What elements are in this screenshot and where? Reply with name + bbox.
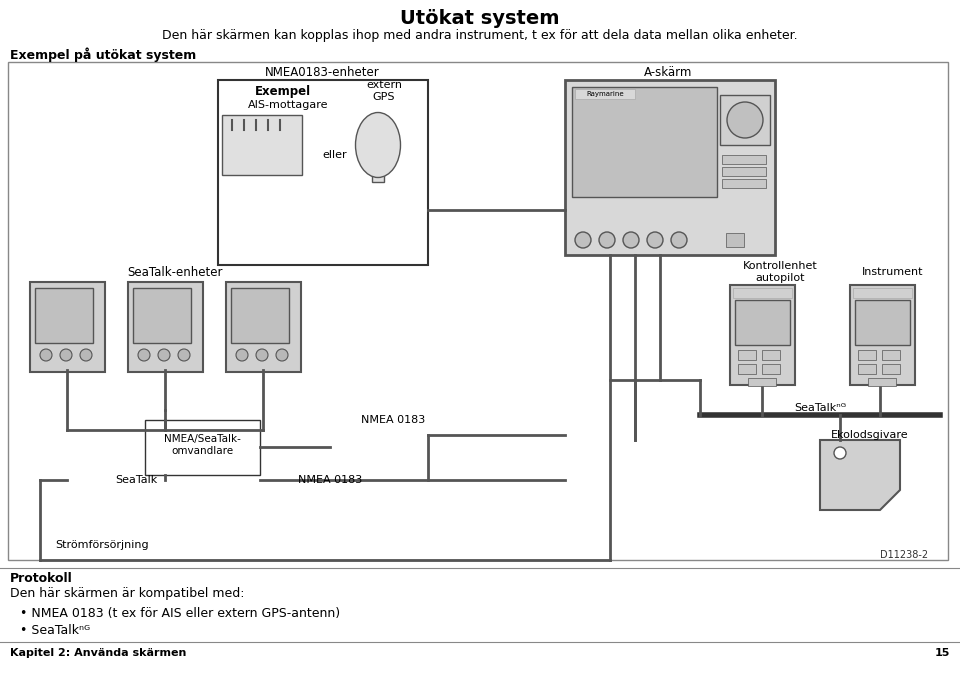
- Text: Utökat system: Utökat system: [400, 8, 560, 28]
- Bar: [8, 62, 948, 560]
- Circle shape: [599, 232, 615, 248]
- Bar: [575, 89, 635, 99]
- Text: SeaTalk-enheter: SeaTalk-enheter: [128, 266, 223, 279]
- Bar: [722, 155, 766, 164]
- Bar: [868, 378, 896, 386]
- Circle shape: [671, 232, 687, 248]
- Bar: [733, 288, 792, 298]
- Bar: [720, 95, 770, 145]
- Circle shape: [236, 349, 248, 361]
- Bar: [882, 364, 900, 374]
- Bar: [572, 87, 717, 197]
- Text: • SeaTalkⁿᴳ: • SeaTalkⁿᴳ: [20, 623, 90, 636]
- Bar: [128, 282, 203, 372]
- Bar: [722, 179, 766, 188]
- Text: D11238-2: D11238-2: [880, 550, 928, 560]
- Bar: [565, 80, 775, 255]
- Bar: [850, 285, 915, 385]
- Text: eller: eller: [323, 150, 348, 160]
- Text: • NMEA 0183 (t ex för AIS eller extern GPS-antenn): • NMEA 0183 (t ex för AIS eller extern G…: [20, 607, 340, 619]
- Text: Ekolodsgivare: Ekolodsgivare: [831, 430, 909, 440]
- Circle shape: [158, 349, 170, 361]
- Bar: [858, 364, 876, 374]
- Bar: [853, 288, 912, 298]
- Circle shape: [256, 349, 268, 361]
- Bar: [372, 170, 384, 182]
- Text: Kapitel 2: Använda skärmen: Kapitel 2: Använda skärmen: [10, 648, 186, 658]
- Bar: [762, 364, 780, 374]
- Text: NMEA 0183: NMEA 0183: [361, 415, 425, 425]
- Text: Kontrollenhet
autopilot: Kontrollenhet autopilot: [743, 261, 817, 283]
- Text: NMEA/SeaTalk-
omvandlare: NMEA/SeaTalk- omvandlare: [163, 434, 240, 456]
- Bar: [855, 300, 910, 345]
- Text: Protokoll: Protokoll: [10, 572, 73, 585]
- Text: Den här skärmen är kompatibel med:: Den här skärmen är kompatibel med:: [10, 588, 245, 601]
- Text: 15: 15: [935, 648, 950, 658]
- Circle shape: [40, 349, 52, 361]
- Bar: [30, 282, 105, 372]
- Circle shape: [80, 349, 92, 361]
- Text: NMEA 0183: NMEA 0183: [298, 475, 362, 485]
- Bar: [735, 300, 790, 345]
- Bar: [762, 350, 780, 360]
- Circle shape: [178, 349, 190, 361]
- Ellipse shape: [355, 113, 400, 178]
- Text: AIS-mottagare: AIS-mottagare: [248, 100, 328, 110]
- Bar: [222, 115, 302, 175]
- Circle shape: [138, 349, 150, 361]
- Text: Strömförsörjning: Strömförsörjning: [55, 540, 149, 550]
- Bar: [226, 282, 301, 372]
- Text: NMEA0183-enheter: NMEA0183-enheter: [265, 65, 379, 78]
- Bar: [748, 378, 776, 386]
- Text: Den här skärmen kan kopplas ihop med andra instrument, t ex för att dela data me: Den här skärmen kan kopplas ihop med and…: [162, 28, 798, 41]
- Bar: [858, 350, 876, 360]
- Text: Instrument: Instrument: [862, 267, 924, 277]
- Text: extern
GPS: extern GPS: [366, 80, 402, 102]
- Bar: [726, 233, 744, 247]
- Polygon shape: [820, 440, 900, 510]
- Text: A-skärm: A-skärm: [644, 65, 692, 78]
- Bar: [738, 364, 756, 374]
- Bar: [722, 167, 766, 176]
- Bar: [738, 350, 756, 360]
- Bar: [882, 350, 900, 360]
- Circle shape: [727, 102, 763, 138]
- Bar: [730, 285, 795, 385]
- Bar: [231, 288, 289, 343]
- Circle shape: [60, 349, 72, 361]
- Bar: [35, 288, 93, 343]
- Circle shape: [575, 232, 591, 248]
- Circle shape: [834, 447, 846, 459]
- Text: SeaTalkⁿᴳ: SeaTalkⁿᴳ: [794, 403, 846, 413]
- Bar: [218, 80, 428, 265]
- Text: Raymarine: Raymarine: [587, 91, 624, 97]
- Text: Exempel: Exempel: [255, 85, 311, 98]
- Bar: [133, 288, 191, 343]
- Circle shape: [276, 349, 288, 361]
- Circle shape: [647, 232, 663, 248]
- Text: Exempel på utökat system: Exempel på utökat system: [10, 47, 196, 63]
- Bar: [145, 420, 260, 475]
- Circle shape: [623, 232, 639, 248]
- Text: SeaTalk: SeaTalk: [115, 475, 157, 485]
